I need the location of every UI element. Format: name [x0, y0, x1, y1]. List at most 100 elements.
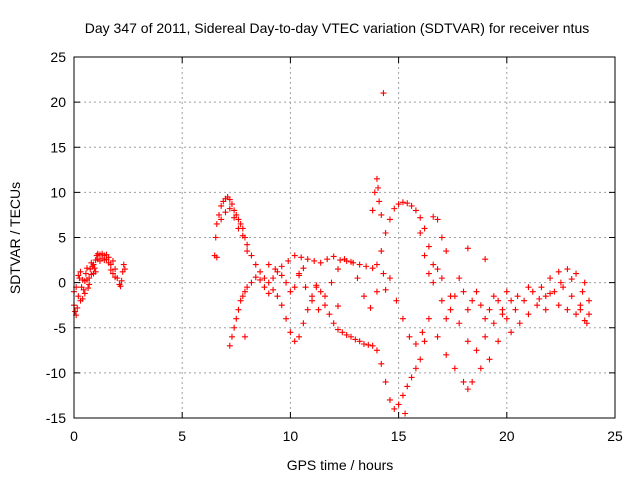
- x-tick-label: 20: [499, 428, 515, 444]
- data-point: [534, 302, 541, 309]
- data-point: [356, 338, 363, 345]
- data-point: [373, 261, 380, 268]
- data-point: [304, 256, 311, 263]
- data-point: [107, 266, 114, 273]
- data-point: [103, 256, 110, 263]
- data-point: [373, 288, 380, 295]
- data-point: [222, 209, 229, 216]
- y-tick-label: 20: [50, 94, 66, 110]
- data-point: [421, 252, 428, 259]
- data-point: [335, 326, 342, 333]
- axis-ticks: [73, 56, 616, 419]
- y-tick-label: -15: [46, 410, 66, 426]
- series-outliers: [241, 90, 489, 417]
- data-point: [464, 245, 471, 252]
- data-point: [105, 259, 112, 266]
- grid-lines: [74, 57, 615, 418]
- data-point: [244, 284, 251, 291]
- data-point: [516, 320, 523, 327]
- data-point: [391, 205, 398, 212]
- data-point: [460, 378, 467, 385]
- y-tick-label: 25: [50, 49, 66, 65]
- data-point: [438, 275, 445, 282]
- data-point: [373, 347, 380, 354]
- data-point: [235, 225, 242, 232]
- data-point: [82, 270, 89, 277]
- data-point: [369, 342, 376, 349]
- data-point: [514, 293, 521, 300]
- data-point: [434, 266, 441, 273]
- data-point: [335, 303, 342, 310]
- data-point: [434, 216, 441, 223]
- data-point: [212, 234, 219, 241]
- y-tick-label: 0: [58, 275, 66, 291]
- data-point: [278, 302, 285, 309]
- data-point: [354, 275, 361, 282]
- data-point: [302, 284, 309, 291]
- data-point: [81, 290, 88, 297]
- data-point: [477, 302, 484, 309]
- data-point: [75, 272, 82, 279]
- y-tick-label: -5: [54, 320, 67, 336]
- data-point: [322, 293, 329, 300]
- data-point: [564, 306, 571, 313]
- data-point: [317, 288, 324, 295]
- x-tick-labels: 0 5 10 15 20 25: [70, 428, 623, 444]
- data-point: [291, 338, 298, 345]
- data-point: [300, 265, 307, 272]
- data-point: [296, 333, 303, 340]
- y-tick-labels: -15 -10 -5 0 5 10 15 20 25: [46, 49, 66, 426]
- data-point: [261, 284, 268, 291]
- data-point: [464, 338, 471, 345]
- data-point: [581, 279, 588, 286]
- data-point: [120, 261, 127, 268]
- data-point: [425, 315, 432, 322]
- data-point: [226, 205, 233, 212]
- data-point: [291, 252, 298, 259]
- data-point: [482, 256, 489, 263]
- data-point: [486, 356, 493, 363]
- data-point: [469, 378, 476, 385]
- data-point: [417, 214, 424, 221]
- data-point: [581, 317, 588, 324]
- data-point: [508, 297, 515, 304]
- data-point: [434, 333, 441, 340]
- data-point: [367, 304, 374, 311]
- data-point: [300, 320, 307, 327]
- data-point: [386, 396, 393, 403]
- series-main-segment: [211, 175, 593, 412]
- data-point: [512, 306, 519, 313]
- data-point: [343, 331, 350, 338]
- data-point: [402, 410, 409, 417]
- data-point: [456, 275, 463, 282]
- data-point: [77, 297, 84, 304]
- data-point: [404, 200, 411, 207]
- data-point: [369, 207, 376, 214]
- x-tick-label: 25: [607, 428, 623, 444]
- data-point: [231, 207, 238, 214]
- data-point: [265, 290, 272, 297]
- data-point: [339, 329, 346, 336]
- data-point: [226, 342, 233, 349]
- data-point: [376, 198, 383, 205]
- data-point: [75, 293, 82, 300]
- data-point: [88, 271, 95, 278]
- data-point: [378, 248, 385, 255]
- data-point: [406, 333, 413, 340]
- data-point: [261, 275, 268, 282]
- data-point: [447, 306, 454, 313]
- data-point: [417, 229, 424, 236]
- data-point: [421, 338, 428, 345]
- x-axis-label: GPS time / hours: [287, 457, 394, 473]
- data-point: [421, 225, 428, 232]
- data-point: [399, 199, 406, 206]
- data-point: [239, 232, 246, 239]
- data-point: [118, 277, 125, 284]
- data-point: [257, 268, 264, 275]
- data-point: [382, 229, 389, 236]
- data-point: [76, 275, 83, 282]
- data-point: [335, 266, 342, 273]
- data-point: [226, 196, 233, 203]
- data-point: [555, 268, 562, 275]
- data-point: [265, 279, 272, 286]
